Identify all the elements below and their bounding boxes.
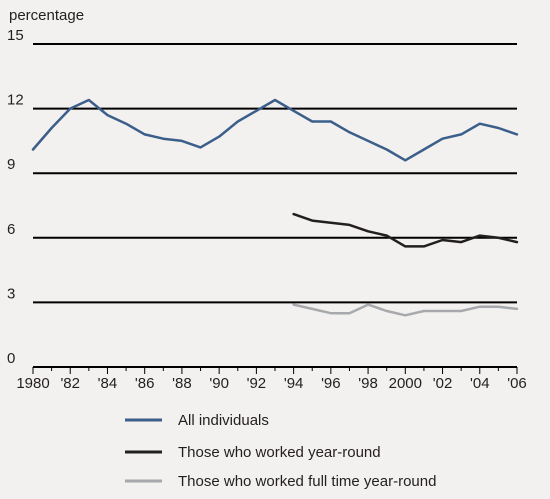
y-tick-label: 15 [7, 27, 24, 44]
x-tick-label: '94 [284, 375, 304, 392]
x-tick-label: '82 [60, 375, 80, 392]
y-tick-label: 6 [7, 221, 15, 238]
x-tick-label: '04 [470, 375, 490, 392]
x-tick-label: '96 [321, 375, 341, 392]
y-tick-label: 12 [7, 92, 24, 109]
series-line-3 [292, 303, 519, 317]
x-tick-label: '90 [209, 375, 229, 392]
y-tick-label: 3 [7, 285, 15, 302]
x-tick-label: '84 [98, 375, 118, 392]
series-line-2 [292, 212, 519, 248]
series-lines [31, 98, 519, 317]
legend-label-1: All individuals [178, 412, 269, 429]
series-line-1 [31, 98, 519, 162]
y-axis-unit-label: percentage [9, 7, 84, 24]
y-tick-label: 9 [7, 156, 15, 173]
x-tick-label: '06 [507, 375, 527, 392]
y-tick-label: 0 [7, 350, 15, 367]
x-tick-label: '86 [135, 375, 155, 392]
legend: All individuals Those who worked year-rou… [125, 412, 436, 490]
gridlines [33, 43, 517, 304]
x-tick-label: '92 [247, 375, 267, 392]
x-tick-label: '98 [358, 375, 378, 392]
x-tick-label: 1980 [16, 375, 49, 392]
x-tick-label: '02 [433, 375, 453, 392]
axes: 0 3 6 9 12 15 1980 '82 '84 '86 '88 '90 '92 '94 '96 '98 2… [7, 27, 527, 392]
x-tick-label: '88 [172, 375, 192, 392]
legend-label-3: Those who worked full time year-round [178, 473, 436, 490]
legend-label-2: Those who worked year-round [178, 444, 381, 461]
x-tick-label: 2000 [389, 375, 422, 392]
